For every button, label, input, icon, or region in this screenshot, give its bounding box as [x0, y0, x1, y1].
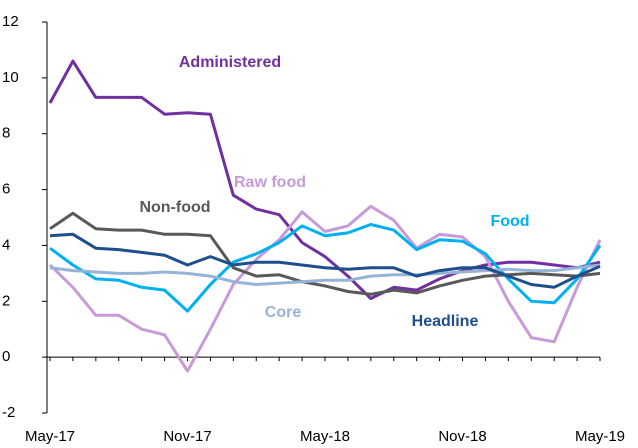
series-label: Administered: [179, 54, 281, 71]
series-line: [49, 223, 602, 313]
series-label: Headline: [412, 313, 479, 330]
x-tick-label: Nov-18: [438, 428, 486, 445]
y-tick-label: 10: [2, 69, 19, 86]
x-tick-label: May-19: [575, 428, 625, 445]
x-tick-label: Nov-17: [163, 428, 211, 445]
series-label: Food: [490, 213, 529, 230]
series-line: [48, 59, 601, 300]
series-line: [49, 232, 601, 289]
x-tick-label: May-17: [25, 428, 75, 445]
series-line: [48, 204, 602, 373]
series-label: Non-food: [139, 199, 210, 216]
y-tick-label: 6: [2, 181, 10, 198]
y-tick-label: 12: [2, 13, 19, 30]
y-tick-label: 2: [2, 292, 10, 309]
y-tick-label: 8: [2, 125, 10, 142]
y-tick-label: 0: [2, 348, 10, 365]
y-tick-label: 4: [2, 236, 10, 253]
y-tick-label: -2: [2, 404, 15, 421]
x-tick-label: May-18: [300, 428, 350, 445]
series-label: Raw food: [234, 174, 306, 191]
series-label: Core: [265, 304, 302, 321]
series-line: [49, 263, 601, 286]
